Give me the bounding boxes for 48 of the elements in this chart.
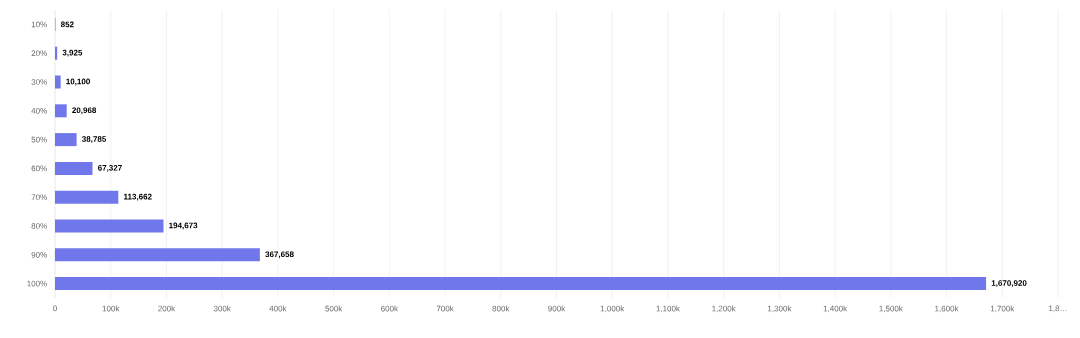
bar: [55, 133, 77, 147]
bar: [55, 248, 260, 262]
bar: [55, 104, 67, 118]
x-tick-label: 600k: [381, 305, 399, 312]
x-tick-label: 1,8…: [1049, 305, 1067, 313]
x-tick-label: 0: [53, 305, 57, 312]
y-tick-label: 100%: [27, 280, 47, 287]
x-tick-label: 300k: [213, 305, 231, 312]
x-tick-label: 1,300k: [767, 305, 792, 313]
x-tick-label: 1,100k: [656, 305, 680, 313]
x-tick-label: 1,700k: [990, 305, 1015, 313]
y-tick-label: 80%: [31, 223, 47, 229]
x-tick-label: 500k: [325, 305, 343, 312]
y-tick-label: 10%: [31, 21, 47, 28]
data-label: 67,327: [98, 165, 122, 172]
x-tick-label: 1,600k: [935, 305, 959, 313]
y-tick-label: 40%: [31, 107, 47, 114]
x-tick-label: 1,000k: [600, 305, 625, 313]
y-tick-label: 70%: [31, 194, 47, 201]
bar: [55, 161, 93, 175]
y-tick-label: 60%: [31, 165, 47, 172]
x-tick-label: 1,500k: [879, 305, 903, 313]
y-tick-label: 90%: [31, 251, 47, 258]
data-label: 113,662: [124, 193, 152, 201]
x-tick-label: 1,200k: [712, 305, 736, 313]
x-tick-label: 800k: [492, 305, 510, 312]
x-tick-label: 900k: [548, 305, 566, 312]
x-tick-label: 100k: [102, 305, 120, 312]
bar: [55, 190, 119, 204]
bar: [55, 75, 61, 89]
bar: [55, 219, 164, 233]
x-tick-label: 700k: [436, 305, 454, 312]
bar: [55, 46, 58, 60]
y-tick-label: 30%: [31, 79, 47, 85]
y-tick-label: 50%: [31, 136, 47, 143]
data-label: 194,673: [169, 222, 198, 230]
x-tick-label: 1,400k: [823, 305, 848, 313]
data-label: 367,658: [265, 251, 294, 259]
data-label: 1,670,920: [991, 280, 1027, 288]
data-label: 852: [60, 21, 74, 28]
data-label: 3,925: [62, 49, 83, 57]
data-label: 20,968: [72, 107, 97, 115]
x-tick-label: 200k: [158, 305, 176, 312]
y-tick-label: 20%: [31, 50, 47, 57]
x-tick-label: 400k: [269, 305, 287, 312]
bar: [55, 277, 987, 291]
data-label: 10,100: [66, 78, 90, 86]
data-label: 38,785: [82, 136, 107, 144]
